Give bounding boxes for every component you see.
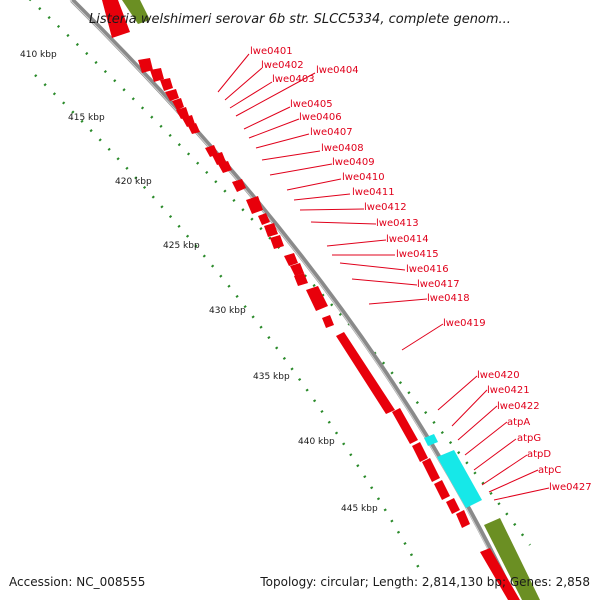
gene-arrow <box>258 213 270 225</box>
gene-label-atpC[interactable]: atpC <box>538 465 561 476</box>
gene-label-lwe0413[interactable]: lwe0413 <box>376 218 419 229</box>
gene-arrow <box>322 315 334 328</box>
gene-label-lwe0407[interactable]: lwe0407 <box>310 127 353 138</box>
gene-arrow <box>176 107 189 119</box>
gene-label-lwe0416[interactable]: lwe0416 <box>406 264 449 275</box>
gene-label-lwe0419[interactable]: lwe0419 <box>443 318 486 329</box>
gene-arrow <box>218 161 232 173</box>
kbp-label: 440 kbp <box>298 437 335 447</box>
map-title: Listeria welshimeri serovar 6b str. SLCC… <box>89 12 511 27</box>
gene-label-lwe0404[interactable]: lwe0404 <box>316 65 359 76</box>
gene-label-atpA[interactable]: atpA <box>507 417 530 428</box>
gene-label-lwe0421[interactable]: lwe0421 <box>487 385 530 396</box>
feature-olive-top <box>122 0 150 24</box>
kbp-label: 435 kbp <box>253 372 290 382</box>
gene-arrow <box>306 286 328 311</box>
feature-olive-bottom <box>484 518 540 600</box>
gene-arrow <box>264 223 278 237</box>
gene-label-atpD[interactable]: atpD <box>527 449 551 460</box>
gene-label-lwe0409[interactable]: lwe0409 <box>332 157 375 168</box>
gene-label-lwe0401[interactable]: lwe0401 <box>250 46 293 57</box>
gene-arrow <box>212 152 226 165</box>
genome-summary-text: Topology: circular; Length: 2,814,130 bp… <box>259 575 590 589</box>
gene-label-lwe0418[interactable]: lwe0418 <box>427 293 470 304</box>
gene-label-lwe0411[interactable]: lwe0411 <box>352 187 395 198</box>
gene-arrow <box>246 196 263 214</box>
gene-label-lwe0417[interactable]: lwe0417 <box>417 279 460 290</box>
gene-label-lwe0403[interactable]: lwe0403 <box>272 74 315 85</box>
gene-arrow <box>412 442 428 462</box>
feature-cyan-large <box>437 450 482 508</box>
gene-label-lwe0412[interactable]: lwe0412 <box>364 202 407 213</box>
gene-arrow <box>188 123 200 134</box>
gene-label-lwe0422[interactable]: lwe0422 <box>497 401 540 412</box>
gene-arrow <box>172 98 184 110</box>
gene-label-lwe0406[interactable]: lwe0406 <box>299 112 342 123</box>
gene-arrow <box>456 510 470 528</box>
outer-scale-ring <box>28 0 532 546</box>
gene-arrow <box>284 253 298 266</box>
gene-arrow <box>150 68 164 82</box>
gene-label-lwe0414[interactable]: lwe0414 <box>386 234 429 245</box>
gene-label-lwe0408[interactable]: lwe0408 <box>321 143 364 154</box>
gene-arrow <box>160 78 173 91</box>
gene-label-atpG[interactable]: atpG <box>517 433 541 444</box>
gene-arrow <box>232 179 246 192</box>
kbp-label: 445 kbp <box>341 504 378 514</box>
gene-arrow <box>270 235 284 249</box>
gene-arrow <box>392 408 418 444</box>
gene-arrow <box>138 58 153 73</box>
kbp-label: 410 kbp <box>20 50 57 60</box>
kbp-label: 420 kbp <box>115 177 152 187</box>
gene-arrow <box>290 263 304 276</box>
gene-arrow <box>422 458 440 482</box>
gene-label-lwe0415[interactable]: lwe0415 <box>396 249 439 260</box>
kbp-label: 430 kbp <box>209 306 246 316</box>
gene-labels: lwe0401 lwe0402 lwe0403 lwe0404 lwe0405 … <box>250 46 592 493</box>
gene-label-lwe0410[interactable]: lwe0410 <box>342 172 385 183</box>
gene-arrow <box>182 115 195 127</box>
gene-label-lwe0405[interactable]: lwe0405 <box>290 99 333 110</box>
genome-backbone-highlight <box>69 0 514 600</box>
gene-label-lwe0402[interactable]: lwe0402 <box>261 60 304 71</box>
gene-label-lwe0427[interactable]: lwe0427 <box>549 482 592 493</box>
inner-scale-ring <box>34 74 422 571</box>
gene-arrow-lwe0419 <box>336 332 395 414</box>
genome-backbone <box>70 0 518 600</box>
gene-block-bottom <box>480 548 520 600</box>
gene-label-lwe0420[interactable]: lwe0420 <box>477 370 520 381</box>
accession-text: Accession: NC_008555 <box>9 575 145 589</box>
gene-arrow <box>165 89 179 101</box>
kbp-label: 415 kbp <box>68 113 105 123</box>
gene-arrow <box>446 498 460 514</box>
gene-arrow <box>205 145 218 157</box>
gene-block-top <box>102 0 130 38</box>
gene-arrow <box>294 273 308 286</box>
kbp-scale: 410 kbp 415 kbp 420 kbp 425 kbp 430 kbp … <box>20 50 378 514</box>
feature-cyan-small <box>424 434 438 446</box>
gene-leader-lines <box>217 53 550 501</box>
gene-arrow <box>434 480 450 500</box>
kbp-label: 425 kbp <box>163 241 200 251</box>
